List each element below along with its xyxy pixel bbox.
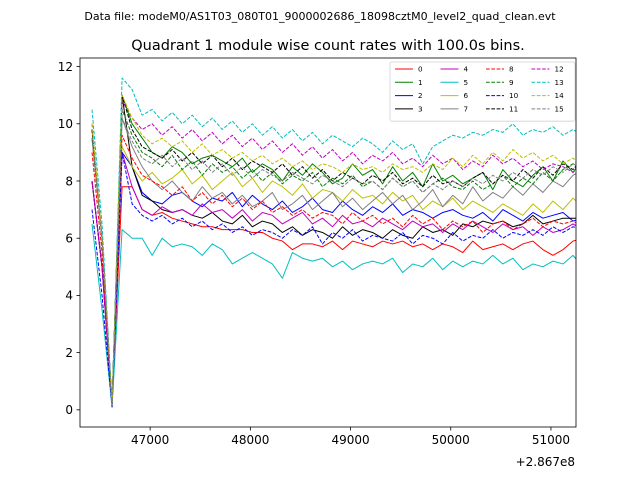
legend-label-12: 12 (555, 65, 564, 74)
x-tick-label: 48000 (231, 433, 269, 447)
legend-label-0: 0 (418, 65, 423, 74)
plot-area (91, 77, 576, 408)
y-tick-label: 2 (65, 346, 73, 360)
legend-label-15: 15 (555, 105, 564, 114)
legend-label-11: 11 (509, 105, 518, 114)
y-tick-label: 8 (65, 174, 73, 188)
x-axis-offset-label: +2.867e8 (516, 455, 575, 469)
series-line-14 (91, 94, 576, 405)
y-tick-label: 0 (65, 403, 73, 417)
legend-label-13: 13 (555, 78, 564, 87)
axes-frame (79, 57, 577, 428)
series-line-4 (91, 151, 576, 405)
series-line-15 (91, 117, 576, 405)
series-line-6 (91, 129, 576, 405)
y-tick-label: 10 (58, 117, 73, 131)
series-group (91, 77, 576, 408)
legend-label-2: 2 (418, 91, 423, 100)
series-line-13 (91, 77, 576, 405)
series-line-0 (91, 180, 576, 405)
legend-label-3: 3 (418, 105, 423, 114)
data-file-caption: Data file: modeM0/AS1T03_080T01_90000026… (84, 10, 556, 23)
legend-label-7: 7 (464, 105, 469, 114)
y-tick-label: 6 (65, 232, 73, 246)
x-tick-label: 51000 (532, 433, 570, 447)
series-line-10 (91, 151, 576, 408)
x-tick-label: 47000 (131, 433, 169, 447)
x-tick-label: 49000 (331, 433, 369, 447)
y-tick-label: 12 (58, 60, 73, 74)
legend-label-9: 9 (509, 78, 514, 87)
series-line-1 (91, 94, 576, 405)
series-line-12 (91, 100, 576, 405)
legend-label-5: 5 (464, 78, 469, 87)
series-line-11 (91, 94, 576, 405)
legend-label-6: 6 (464, 91, 469, 100)
series-line-7 (91, 117, 576, 405)
chart-title: Quadrant 1 module wise count rates with … (131, 38, 525, 54)
legend-label-4: 4 (464, 65, 469, 74)
y-tick-label: 4 (65, 289, 73, 303)
series-line-8 (91, 134, 576, 405)
series-line-5 (91, 223, 576, 408)
x-tick-label: 50000 (432, 433, 470, 447)
legend-label-1: 1 (418, 78, 423, 87)
legend-box (389, 61, 576, 122)
series-line-9 (91, 108, 576, 405)
legend-label-10: 10 (509, 91, 519, 100)
legend-label-8: 8 (509, 65, 514, 74)
legend-label-14: 14 (555, 91, 565, 100)
